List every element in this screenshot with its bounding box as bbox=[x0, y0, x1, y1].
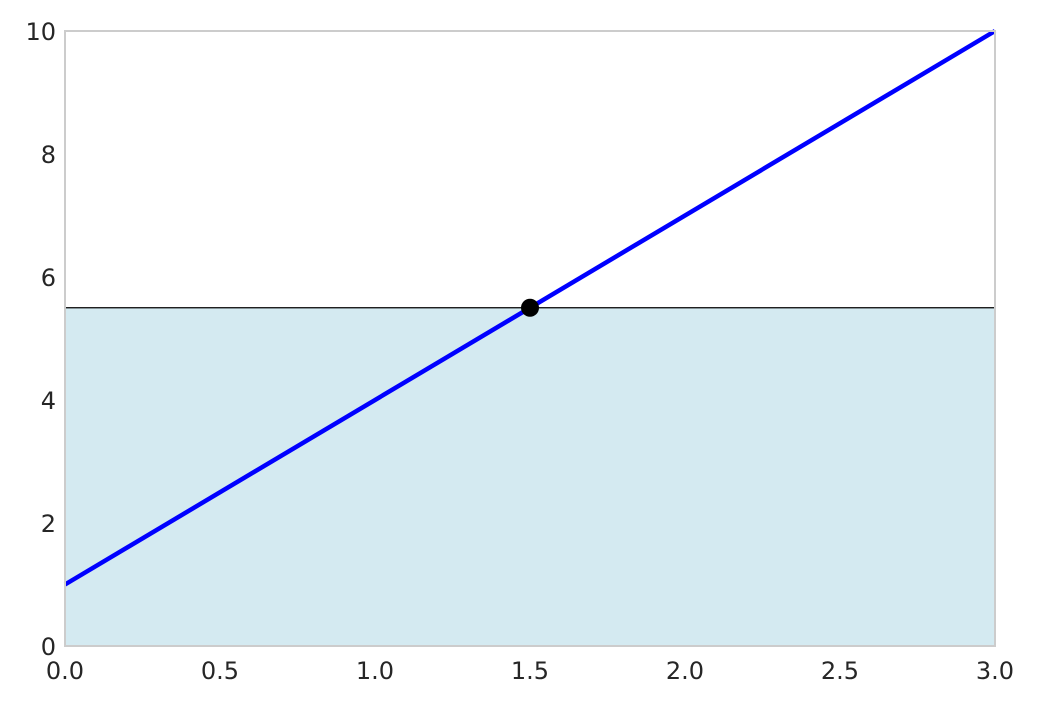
y-tick-label: 0 bbox=[41, 633, 56, 661]
y-tick-label: 10 bbox=[25, 18, 56, 46]
x-tick-label: 1.0 bbox=[356, 657, 394, 685]
plot-frame bbox=[64, 30, 996, 647]
y-tick-label: 6 bbox=[41, 264, 56, 292]
x-tick-label: 0.5 bbox=[201, 657, 239, 685]
x-tick-label: 1.5 bbox=[511, 657, 549, 685]
y-tick-label: 8 bbox=[41, 141, 56, 169]
y-tick-label: 4 bbox=[41, 387, 56, 415]
x-tick-label: 2.0 bbox=[666, 657, 704, 685]
x-tick-label: 2.5 bbox=[821, 657, 859, 685]
x-tick-label: 0.0 bbox=[46, 657, 84, 685]
intersection-point bbox=[521, 298, 539, 317]
y-tick-label: 2 bbox=[41, 510, 56, 538]
x-tick-label: 3.0 bbox=[976, 657, 1014, 685]
fill-region bbox=[65, 307, 995, 646]
